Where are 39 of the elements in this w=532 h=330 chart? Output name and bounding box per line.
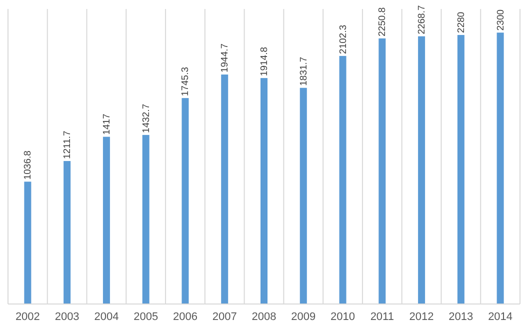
x-tick-label: 2006 [172,311,198,323]
data-label: 1914.8 [259,47,270,76]
x-tick-label: 2004 [94,311,119,323]
bar [300,88,307,304]
x-tick-label: 2011 [370,311,394,323]
data-label: 1417 [101,114,112,135]
data-label: 1745.3 [180,67,192,96]
data-label: 2300 [495,9,506,31]
x-tick-label: 2009 [291,311,316,323]
x-tick-label: 2014 [488,311,513,323]
x-tick-label: 2005 [134,311,158,323]
bar [142,134,150,304]
data-label: 2250.8 [377,7,388,36]
bar [24,182,32,304]
bar [457,34,464,304]
bar [221,74,228,304]
x-tick-label: 2010 [330,311,356,323]
bar [496,32,504,304]
data-label: 1944.7 [220,43,231,73]
bar [182,98,189,304]
x-tick-label: 2013 [448,311,474,323]
data-label: 1036.8 [22,150,34,180]
x-tick-label: 2003 [54,311,80,323]
x-tick-label: 2008 [252,311,276,323]
bar [378,38,386,304]
data-label: 1831.7 [298,56,310,86]
bar [418,36,426,304]
data-label: 1211.7 [62,130,74,160]
x-tick-label: 2012 [409,311,434,323]
bar [64,161,71,304]
data-label: 1432.7 [140,104,152,133]
data-label: 2268.7 [416,5,428,34]
bar [102,136,110,304]
bar [260,78,268,304]
x-tick-label: 2007 [212,311,237,323]
x-tick-label: 2002 [15,311,40,323]
bar [339,56,346,304]
data-label: 2102.3 [338,24,349,54]
data-label: 2280 [456,12,467,33]
